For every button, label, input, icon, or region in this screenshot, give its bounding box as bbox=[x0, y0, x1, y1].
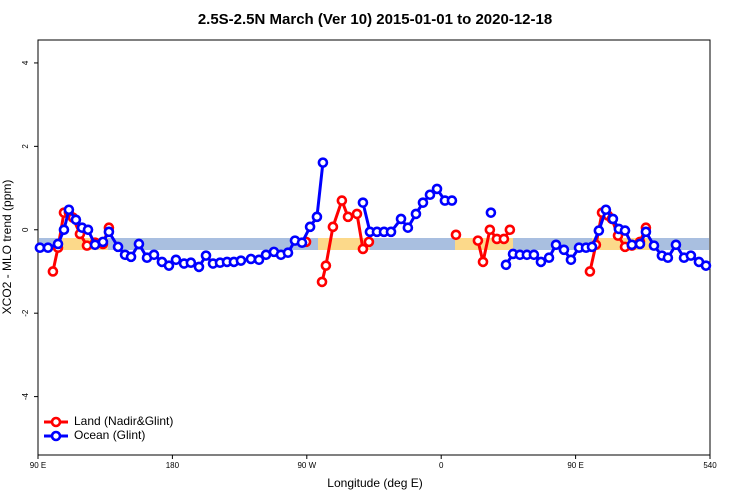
series-line bbox=[51, 196, 648, 283]
data-point bbox=[550, 239, 562, 251]
x-axis-label: Longitude (deg E) bbox=[327, 476, 422, 490]
data-point bbox=[424, 189, 436, 201]
data-point bbox=[282, 247, 294, 259]
data-point bbox=[170, 254, 182, 266]
data-point bbox=[316, 276, 328, 288]
data-point bbox=[607, 213, 619, 225]
data-point bbox=[351, 208, 363, 220]
data-point bbox=[634, 238, 646, 250]
data-point bbox=[296, 237, 308, 249]
data-point bbox=[253, 254, 265, 266]
data-point bbox=[58, 224, 70, 236]
x-tick-label: 90 W bbox=[297, 461, 316, 470]
data-point bbox=[336, 195, 348, 206]
data-point bbox=[410, 208, 422, 220]
data-point bbox=[648, 240, 660, 251]
data-point bbox=[42, 242, 54, 254]
data-point bbox=[477, 256, 489, 268]
data-point bbox=[565, 254, 577, 266]
data-point bbox=[63, 204, 75, 216]
data-point bbox=[342, 211, 354, 223]
data-point bbox=[320, 260, 332, 271]
y-tick-label: 2 bbox=[21, 144, 30, 149]
data-point bbox=[82, 224, 94, 236]
data-point bbox=[535, 256, 547, 268]
y-tick-label: 4 bbox=[21, 60, 30, 65]
data-point bbox=[70, 214, 82, 226]
legend-label: Land (Nadir&Glint) bbox=[74, 414, 173, 428]
data-point bbox=[450, 229, 462, 241]
data-point bbox=[626, 239, 638, 251]
data-point bbox=[498, 233, 510, 245]
data-point bbox=[163, 260, 175, 271]
data-point bbox=[363, 236, 375, 248]
ocean-band bbox=[39, 238, 709, 250]
data-point bbox=[528, 249, 540, 261]
data-point bbox=[185, 257, 197, 269]
data-point bbox=[640, 226, 652, 238]
data-point bbox=[357, 197, 369, 208]
data-point bbox=[472, 235, 484, 246]
data-point bbox=[543, 252, 555, 264]
data-point bbox=[500, 259, 512, 271]
data-point bbox=[193, 261, 205, 273]
data-point bbox=[103, 226, 115, 238]
data-point bbox=[148, 249, 160, 261]
data-point bbox=[357, 243, 369, 255]
x-tick-label: 180 bbox=[166, 461, 180, 470]
x-tick-label: 90 E bbox=[30, 461, 46, 470]
data-point bbox=[484, 224, 496, 236]
data-point bbox=[446, 195, 458, 206]
data-point bbox=[593, 225, 605, 236]
data-point bbox=[417, 197, 429, 208]
data-point bbox=[200, 250, 212, 261]
legend: Land (Nadir&Glint)Ocean (Glint) bbox=[44, 414, 173, 442]
data-point bbox=[586, 241, 598, 253]
data-point bbox=[385, 226, 397, 238]
data-point bbox=[395, 213, 407, 225]
data-point bbox=[700, 260, 712, 271]
x-tick-label: 0 bbox=[439, 461, 444, 470]
data-point bbox=[47, 266, 59, 277]
y-tick-label: 0 bbox=[21, 227, 30, 232]
data-point bbox=[112, 241, 124, 253]
data-point bbox=[97, 236, 109, 248]
legend-marker bbox=[50, 416, 62, 428]
legend-marker bbox=[50, 430, 62, 442]
data-point bbox=[52, 238, 64, 250]
data-point bbox=[311, 211, 323, 223]
data-point bbox=[685, 250, 697, 261]
x-tick-label: 540 bbox=[703, 461, 717, 470]
data-point bbox=[431, 183, 443, 195]
legend-label: Ocean (Glint) bbox=[74, 428, 145, 442]
data-point bbox=[504, 224, 516, 236]
y-axis-label: XCO2 - MLO trend (ppm) bbox=[0, 180, 14, 315]
background-band bbox=[39, 238, 709, 250]
y-tick-label: -4 bbox=[21, 393, 30, 401]
data-point bbox=[235, 255, 247, 266]
data-point bbox=[558, 244, 570, 256]
chart-title: 2.5S-2.5N March (Ver 10) 2015-01-01 to 2… bbox=[198, 11, 552, 28]
data-point bbox=[662, 252, 674, 264]
data-point bbox=[304, 221, 316, 233]
data-point bbox=[619, 225, 631, 236]
data-point bbox=[670, 239, 682, 251]
x-tick-label: 90 E bbox=[567, 461, 583, 470]
data-point bbox=[125, 251, 137, 263]
data-point bbox=[600, 204, 612, 216]
data-point bbox=[133, 238, 145, 250]
y-tick-label: -2 bbox=[21, 309, 30, 317]
data-point bbox=[317, 157, 329, 168]
data-point bbox=[402, 222, 414, 233]
data-point bbox=[245, 253, 257, 265]
data-point bbox=[584, 266, 596, 277]
data-point bbox=[327, 221, 339, 233]
data-point bbox=[485, 207, 497, 218]
